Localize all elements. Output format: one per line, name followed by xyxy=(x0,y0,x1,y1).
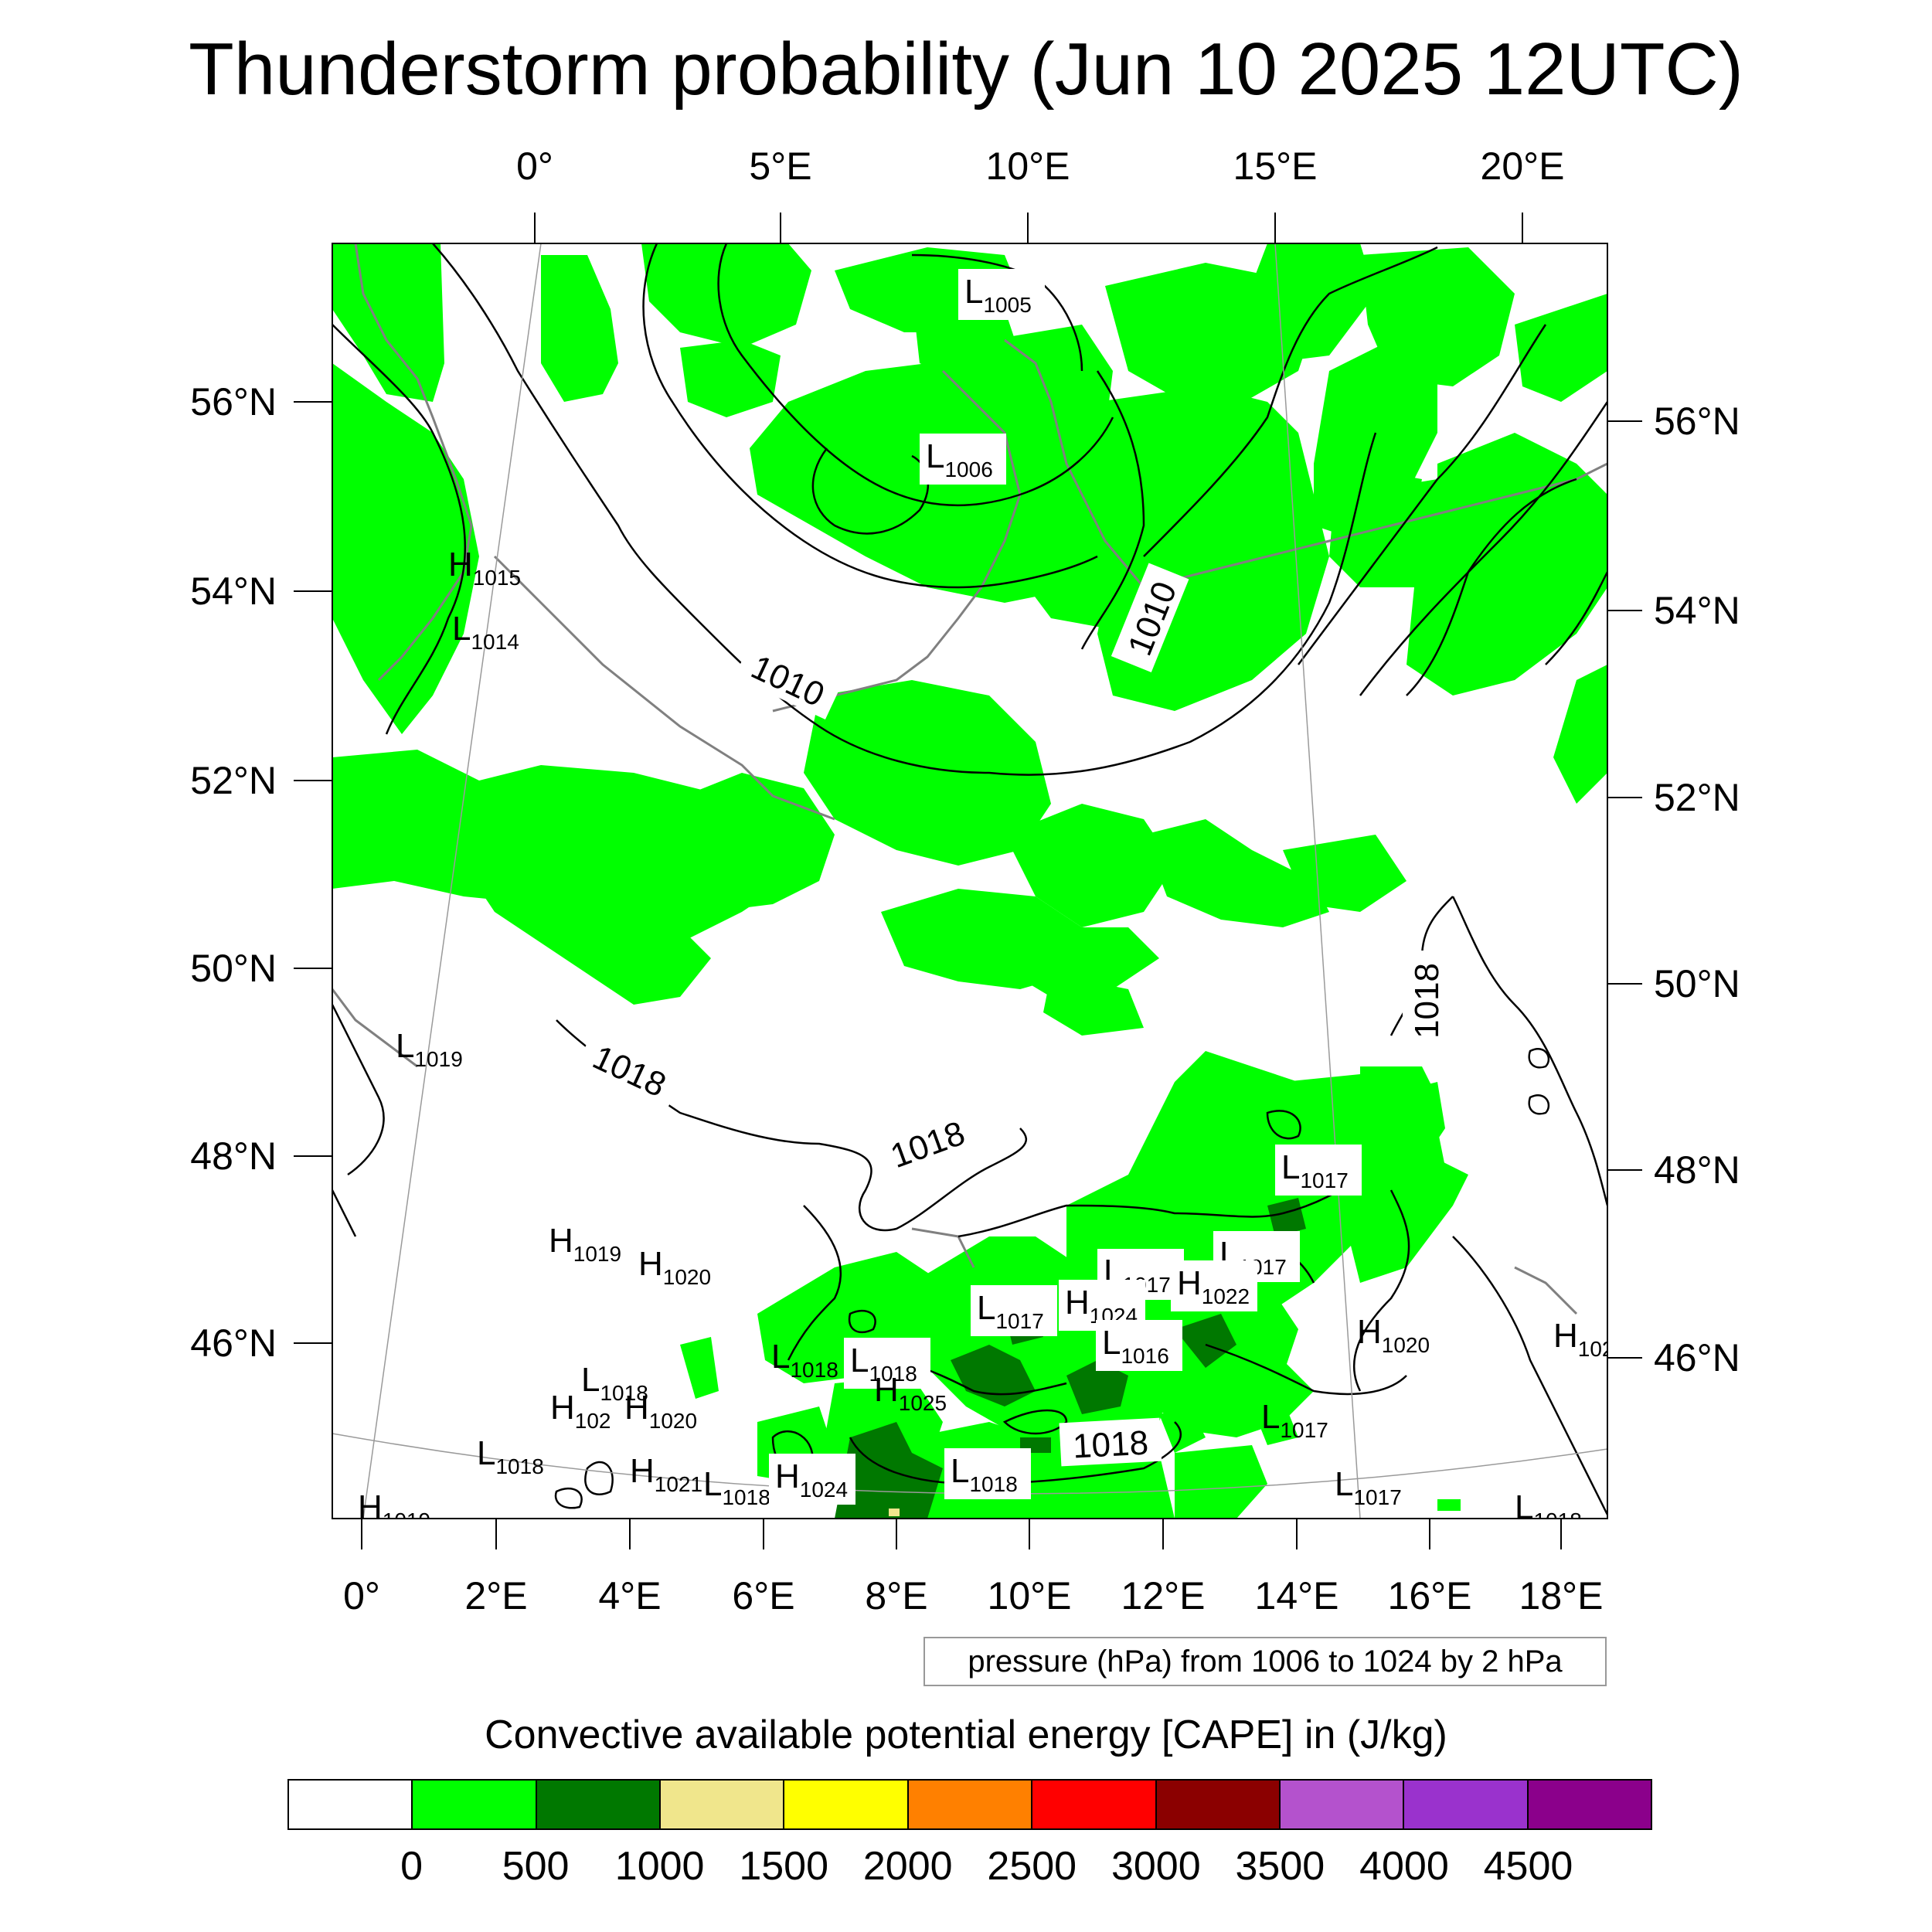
svg-text:1018: 1018 xyxy=(1408,963,1446,1039)
pressure-info-box: pressure (hPa) from 1006 to 1024 by 2 hP… xyxy=(923,1637,1607,1686)
right-lat-label: 54°N xyxy=(1654,589,1740,632)
pressure-center-low: L1018 xyxy=(944,1448,1031,1499)
bottom-lon-label: 14°E xyxy=(1255,1574,1339,1617)
colorbar-segment xyxy=(1280,1781,1405,1828)
colorbar-segment xyxy=(784,1781,909,1828)
top-lon-label: 20°E xyxy=(1481,145,1565,188)
top-lon-label: 0° xyxy=(516,145,553,188)
isobar-label-5: 1018 xyxy=(1403,951,1446,1051)
colorbar-label: 1000 xyxy=(614,1844,705,1889)
colorbar-segment xyxy=(1032,1781,1157,1828)
bottom-longitude-axis: 0° 2°E 4°E 6°E 8°E 10°E 12°E 14°E 16°E 18°E xyxy=(343,1519,1603,1617)
colorbar-segment xyxy=(289,1781,413,1828)
bottom-lon-label: 4°E xyxy=(598,1574,661,1617)
cape-fill-0-500 xyxy=(332,243,1607,1519)
svg-text:1018: 1018 xyxy=(1072,1423,1149,1465)
colorbar-segment xyxy=(536,1781,662,1828)
pressure-center-high: H1022 xyxy=(1171,1260,1257,1311)
colorbar-label: 2000 xyxy=(862,1844,953,1889)
top-longitude-axis: 0° 5°E 10°E 15°E 20°E xyxy=(516,145,1564,243)
colorbar-segment xyxy=(1156,1781,1281,1828)
left-lat-label: 56°N xyxy=(190,380,277,423)
pressure-center-low: L1016 xyxy=(1096,1320,1182,1371)
bottom-lon-label: 6°E xyxy=(732,1574,794,1617)
colorbar-segment xyxy=(1528,1781,1651,1828)
left-lat-label: 50°N xyxy=(190,947,277,990)
colorbar-label: 500 xyxy=(502,1844,570,1889)
left-lat-label: 52°N xyxy=(190,759,277,802)
right-lat-label: 48°N xyxy=(1654,1148,1740,1192)
colorbar-label: 4500 xyxy=(1483,1844,1573,1889)
colorbar-label: 0 xyxy=(400,1844,423,1889)
bottom-lon-label: 0° xyxy=(343,1574,380,1617)
top-lon-label: 10°E xyxy=(986,145,1070,188)
colorbar-label: 1500 xyxy=(739,1844,829,1889)
chart-title: Thunderstorm probability (Jun 10 2025 12… xyxy=(189,28,1743,111)
pressure-center-low: L1018 xyxy=(844,1338,930,1389)
right-lat-label: 50°N xyxy=(1654,962,1740,1005)
cape-fill-1000-1500 xyxy=(889,1509,900,1516)
isobars xyxy=(332,243,1607,1515)
bottom-lon-label: 18°E xyxy=(1519,1574,1604,1617)
right-lat-label: 46°N xyxy=(1654,1336,1740,1379)
right-lat-label: 56°N xyxy=(1654,400,1740,443)
colorbar-segment xyxy=(1404,1781,1529,1828)
left-latitude-axis: 56°N 54°N 52°N 50°N 48°N 46°N xyxy=(190,380,332,1365)
svg-text:L1005: L1005 xyxy=(964,273,1032,317)
left-lat-label: 54°N xyxy=(190,570,277,613)
colorbar-label: 3000 xyxy=(1111,1844,1201,1889)
cape-colorbar xyxy=(287,1779,1652,1830)
colorbar-label: 2500 xyxy=(987,1844,1077,1889)
map-frame xyxy=(332,243,1608,1519)
colorbar-label: 3500 xyxy=(1235,1844,1325,1889)
right-latitude-axis: 56°N 54°N 52°N 50°N 48°N 46°N xyxy=(1607,400,1740,1379)
pressure-center-high: H1024 xyxy=(769,1454,855,1505)
pressure-center-low: L1017 xyxy=(1275,1145,1362,1196)
colorbar-segment xyxy=(661,1781,785,1828)
right-lat-label: 52°N xyxy=(1654,776,1740,819)
left-lat-label: 46°N xyxy=(190,1321,277,1365)
top-lon-label: 15°E xyxy=(1233,145,1318,188)
bottom-lon-label: 16°E xyxy=(1388,1574,1472,1617)
bottom-lon-label: 2°E xyxy=(464,1574,527,1617)
colorbar-title: Convective available potential energy [C… xyxy=(485,1713,1447,1757)
pressure-center-low: L1017 xyxy=(971,1285,1057,1336)
bottom-lon-label: 8°E xyxy=(865,1574,927,1617)
left-lat-label: 48°N xyxy=(190,1134,277,1178)
colorbar-segment xyxy=(413,1781,537,1828)
pressure-center-low: L1005 xyxy=(958,269,1045,320)
map-area: 1010 1010 1018 1018 1018 1018 xyxy=(332,243,1607,1519)
bottom-lon-label: 12°E xyxy=(1121,1574,1206,1617)
colorbar-label: 4000 xyxy=(1359,1844,1449,1889)
isobar-label-6: 1018 xyxy=(1059,1417,1162,1467)
bottom-lon-label: 10°E xyxy=(988,1574,1072,1617)
colorbar-segment xyxy=(908,1781,1033,1828)
top-lon-label: 5°E xyxy=(749,145,811,188)
pressure-center-low: L1006 xyxy=(920,434,1006,485)
